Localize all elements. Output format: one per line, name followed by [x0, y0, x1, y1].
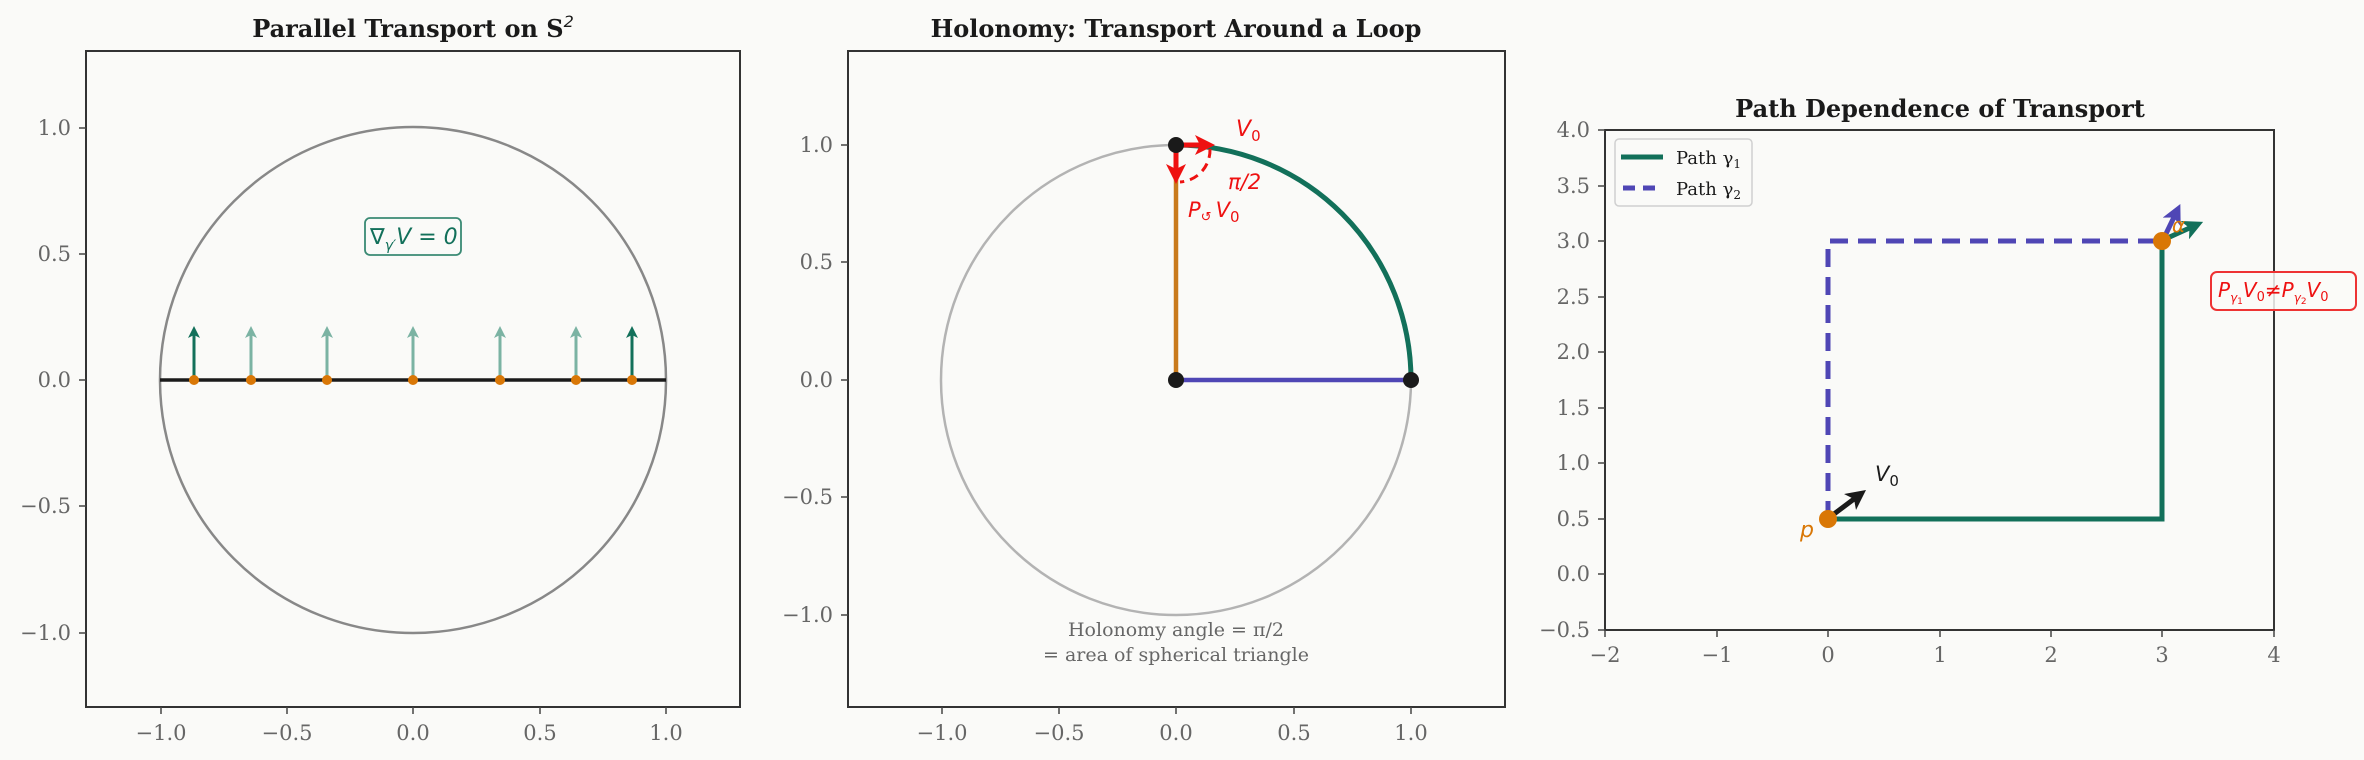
- x-tick-label: −2: [1590, 643, 1621, 667]
- v0-label: V0: [1875, 462, 1899, 490]
- path-gamma2: [1825, 238, 2162, 519]
- holonomy-angle-arc: [1179, 148, 1212, 184]
- panel2-title: Holonomy: Transport Around a Loop: [931, 14, 1422, 43]
- svg-text:∇γ′V = 0: ∇γ′V = 0: [369, 225, 458, 254]
- y-tick-label: 1.0: [1557, 451, 1590, 475]
- x-tick-label: −0.5: [262, 721, 313, 745]
- y-tick-label: 0.5: [38, 242, 71, 266]
- panel-path-dependence: Path Dependence of Transport −2 −1 0 1 2…: [1539, 94, 2357, 667]
- y-tick-label: 0.0: [1557, 562, 1590, 586]
- base-points: [189, 375, 637, 385]
- holonomy-note-line2: = area of spherical triangle: [1043, 644, 1309, 666]
- y-tick-label: −1.0: [782, 603, 833, 627]
- y-tick-label: 2.0: [1557, 340, 1590, 364]
- y-tick-label: 0.0: [38, 368, 71, 392]
- point-p: [1819, 510, 1837, 528]
- transported-vectors: [188, 326, 638, 380]
- x-tick-label: 0.5: [523, 721, 556, 745]
- x-tick-label: 1.0: [1394, 721, 1427, 745]
- x-tick-label: 0.0: [396, 721, 429, 745]
- p-label: p: [1799, 518, 1814, 543]
- x-tick-label: −1.0: [917, 721, 968, 745]
- north-pole-point: [1168, 137, 1184, 153]
- y-tick-label: 3.5: [1557, 174, 1590, 198]
- x-tick-label: 0.0: [1159, 721, 1192, 745]
- x-tick-label: 3: [2155, 643, 2168, 667]
- y-tick-label: 1.0: [800, 133, 833, 157]
- panel1-y-axis: 1.0 0.5 0.0 −0.5 −1.0: [20, 116, 86, 645]
- x-tick-label: 0.5: [1277, 721, 1310, 745]
- legend-label-gamma1: Path γ1: [1676, 148, 1741, 171]
- legend-label-gamma2: Path γ2: [1676, 179, 1741, 202]
- path-gamma1: [1828, 241, 2165, 522]
- parallel-condition-box: ∇γ′V = 0: [364, 217, 462, 256]
- y-tick-label: 1.0: [38, 116, 71, 140]
- y-tick-label: −1.0: [20, 621, 71, 645]
- panel3-title: Path Dependence of Transport: [1735, 94, 2145, 123]
- panel2-y-axis: 1.0 0.5 0.0 −0.5 −1.0: [782, 133, 848, 627]
- y-tick-label: 4.0: [1557, 118, 1590, 142]
- x-tick-label: −0.5: [1034, 721, 1085, 745]
- y-tick-label: −0.5: [1539, 618, 1590, 642]
- y-tick-label: 0.5: [800, 250, 833, 274]
- y-tick-label: 1.5: [1557, 396, 1590, 420]
- panel1-x-axis: −1.0 −0.5 0.0 0.5 1.0: [136, 707, 683, 745]
- y-tick-label: 3.0: [1557, 229, 1590, 253]
- panel-holonomy: Holonomy: Transport Around a Loop −1.0 −…: [782, 14, 1506, 745]
- angle-label: π/2: [1228, 170, 1261, 194]
- panel-parallel-transport: Parallel Transport on S2 −1.0 −0.5 0.0 0…: [20, 12, 741, 745]
- y-tick-label: −0.5: [20, 494, 71, 518]
- transported-v0-label: P↺ V0: [1188, 198, 1240, 226]
- holonomy-note-line1: Holonomy angle = π/2: [1068, 619, 1284, 641]
- x-tick-label: 0: [1821, 643, 1834, 667]
- panel1-title: Parallel Transport on S2: [252, 12, 574, 43]
- point-q: [2153, 232, 2171, 250]
- x-tick-label: −1.0: [136, 721, 187, 745]
- legend: Path γ1 Path γ2: [1614, 138, 1753, 207]
- v0-label: V0: [1236, 117, 1261, 145]
- y-tick-label: 0.5: [1557, 507, 1590, 531]
- inequality-box: Pγ1V0≠Pγ2V0: [2210, 271, 2357, 311]
- x-tick-label: 2: [2044, 643, 2057, 667]
- panel3-y-axis: 4.0 3.5 3.0 2.5 2.0 1.5 1.0 0.5 0.0 −0.5: [1539, 118, 1605, 642]
- panel3-x-axis: −2 −1 0 1 2 3 4: [1590, 630, 2281, 667]
- equator-point: [1403, 372, 1419, 388]
- y-tick-label: 2.5: [1557, 285, 1590, 309]
- arc-path: [1175, 142, 1414, 381]
- x-tick-label: 1: [1933, 643, 1946, 667]
- x-tick-label: 1.0: [649, 721, 682, 745]
- x-tick-label: 4: [2267, 643, 2280, 667]
- alpha-label: α: [2172, 213, 2185, 237]
- x-tick-label: −1: [1702, 643, 1733, 667]
- y-tick-label: 0.0: [800, 368, 833, 392]
- panel2-x-axis: −1.0 −0.5 0.0 0.5 1.0: [917, 707, 1428, 745]
- origin-point: [1168, 372, 1184, 388]
- y-tick-label: −0.5: [782, 485, 833, 509]
